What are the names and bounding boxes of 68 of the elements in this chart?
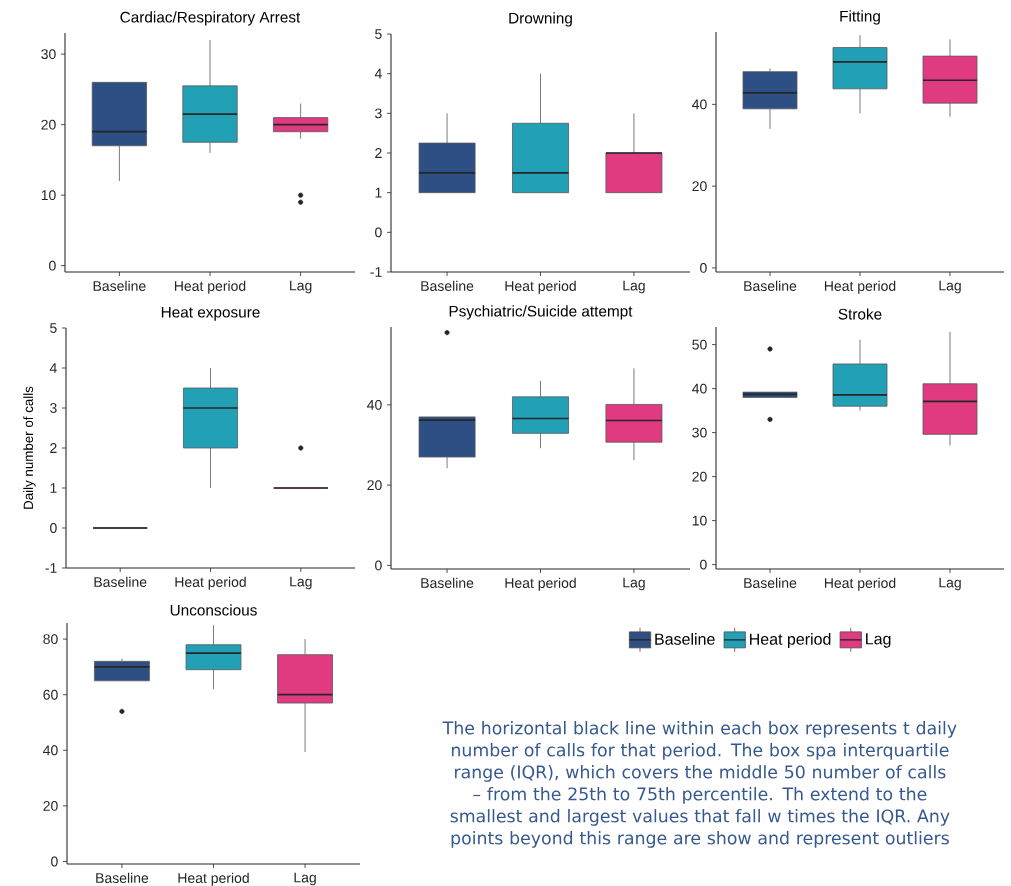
x-tick-label: Heat period <box>824 577 896 591</box>
x-tick-label: Heat period <box>824 280 896 294</box>
chart-title: Stroke <box>838 308 882 320</box>
x-tick-label: Baseline <box>744 280 797 291</box>
legend-label: Baseline <box>655 633 715 645</box>
y-tick-label: 20 <box>41 119 56 130</box>
y-tick-label: 40 <box>43 745 58 756</box>
x-tick-label: Lag <box>939 280 961 294</box>
y-tick-label: 0 <box>700 262 707 273</box>
chart-title: Cardiac/Respiratory Arrest <box>120 11 301 26</box>
y-tick-label: 1 <box>50 483 57 493</box>
y-tick-label: 2 <box>50 443 57 453</box>
legend-label: Lag <box>866 633 891 648</box>
x-tick-label: Lag <box>294 872 316 886</box>
y-tick-label: 50 <box>692 339 707 350</box>
chart-title: Unconscious <box>170 604 257 616</box>
x-tick-label: Lag <box>623 280 645 294</box>
y-tick-label: 40 <box>692 99 707 110</box>
y-tick-label: -1 <box>370 267 382 277</box>
y-tick-label: 0 <box>700 559 707 570</box>
x-tick-label: Lag <box>290 576 312 590</box>
y-tick-label: 40 <box>692 383 707 394</box>
x-tick-label: Heat period <box>505 280 576 294</box>
y-tick-label: -1 <box>45 563 57 573</box>
x-tick-label: Baseline <box>93 280 146 291</box>
y-tick-label: 5 <box>375 29 382 39</box>
x-tick-label: Heat period <box>505 577 576 591</box>
y-tick-label: 20 <box>367 480 382 491</box>
x-tick-label: Lag <box>290 280 312 294</box>
y-tick-label: 3 <box>50 403 57 413</box>
y-tick-label: 0 <box>375 227 382 238</box>
text: The horizontal black line within each box represents t daily number of calls for that period. The box spa interquartile range (IQR), which covers the middle 50 number of calls – from the 25th to 75th percentile. Th extend to the smallest and largest values that fall w times the IQR. Any points beyond this range are show and represent outliers <box>442 721 957 848</box>
y-tick-label: 0 <box>50 523 57 533</box>
y-tick-label: 0 <box>51 856 58 867</box>
y-tick-label: 30 <box>41 49 56 60</box>
y-tick-label: 40 <box>367 399 382 410</box>
chart-title: Fitting <box>840 10 880 25</box>
x-tick-label: Lag <box>623 577 645 591</box>
legend-label: Heat period <box>750 633 831 648</box>
y-tick-label: 10 <box>692 515 707 526</box>
x-tick-label: Baseline <box>421 280 474 291</box>
y-tick-label: 5 <box>50 323 57 333</box>
y-tick-label: 4 <box>374 68 382 79</box>
x-tick-label: Baseline <box>94 576 147 587</box>
y-tick-label: 60 <box>43 689 58 700</box>
x-tick-label: Heat period <box>174 280 246 294</box>
y-tick-label: 10 <box>41 190 56 201</box>
y-tick-label: 30 <box>692 427 707 438</box>
y-tick-label: 0 <box>375 560 382 571</box>
y-tick-label: 2 <box>375 148 382 158</box>
chart-title: Drowning <box>509 12 572 27</box>
y-tick-label: 3 <box>375 108 382 119</box>
y-tick-label: 4 <box>49 363 57 373</box>
x-tick-label: Baseline <box>96 872 149 883</box>
x-tick-label: Lag <box>939 577 961 591</box>
y-tick-label: 1 <box>375 187 382 198</box>
chart-title: Heat exposure <box>161 306 260 321</box>
y-tick-label: 20 <box>692 471 707 482</box>
x-tick-label: Heat period <box>178 872 249 886</box>
x-tick-label: Heat period <box>175 576 246 590</box>
y-tick-label: 20 <box>692 181 707 192</box>
chart-title: Psychiatric/Suicide attempt <box>449 305 633 320</box>
x-tick-label: Baseline <box>421 577 474 588</box>
y-tick-label: 20 <box>43 800 58 811</box>
y-tick-label: 80 <box>43 634 58 645</box>
y-axis-title: Daily number of calls <box>23 386 36 509</box>
y-tick-label: 0 <box>49 260 56 271</box>
x-tick-label: Baseline <box>744 577 797 588</box>
